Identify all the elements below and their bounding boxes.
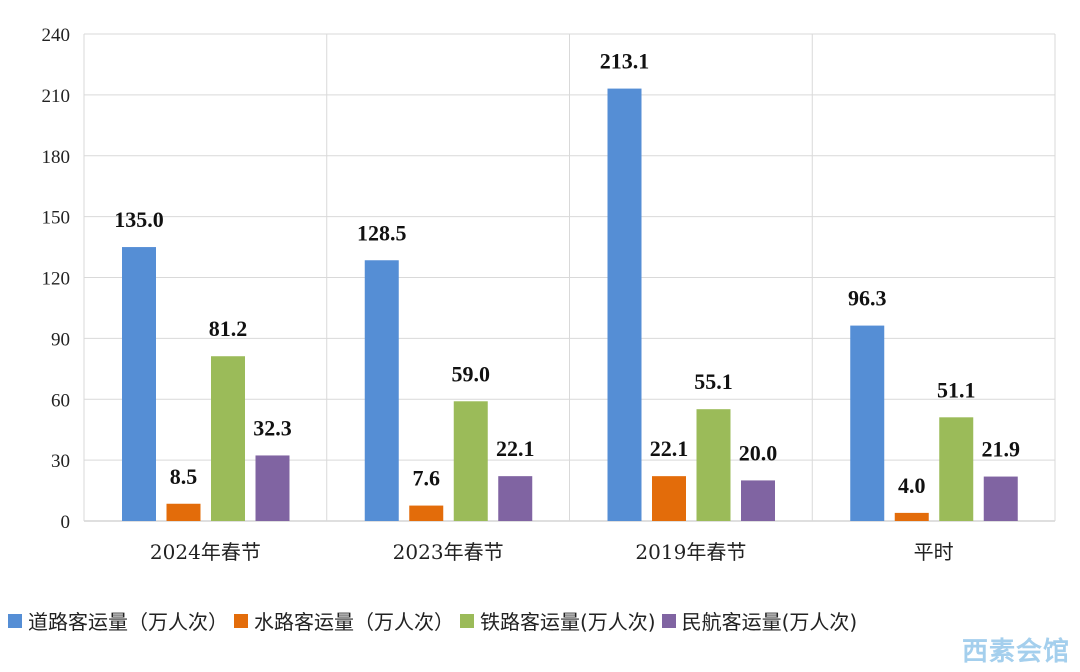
data-label: 96.3 bbox=[848, 286, 887, 311]
y-tick-label: 60 bbox=[51, 390, 70, 411]
legend-item: 道路客运量（万人次） bbox=[8, 606, 228, 635]
legend-swatch bbox=[460, 613, 474, 628]
bar bbox=[696, 409, 731, 521]
data-label: 8.5 bbox=[170, 464, 198, 489]
y-tick-label: 240 bbox=[42, 25, 71, 46]
y-tick-label: 30 bbox=[51, 451, 70, 472]
data-label: 7.6 bbox=[413, 466, 441, 491]
bar bbox=[939, 417, 974, 521]
watermark-logo: 西素会馆 bbox=[961, 637, 1070, 667]
data-label: 213.1 bbox=[600, 49, 650, 74]
data-label: 4.0 bbox=[898, 473, 926, 498]
bar bbox=[498, 476, 533, 521]
data-label: 55.1 bbox=[694, 369, 733, 394]
y-tick-label: 180 bbox=[42, 147, 71, 168]
category-label: 2024年春节 bbox=[150, 540, 261, 564]
bar bbox=[894, 512, 929, 521]
y-tick-label: 210 bbox=[42, 86, 71, 107]
bar bbox=[983, 476, 1018, 521]
legend-swatch bbox=[8, 613, 22, 628]
legend-swatch bbox=[234, 613, 248, 628]
y-tick-label: 150 bbox=[42, 208, 71, 229]
bar bbox=[453, 401, 488, 521]
bar bbox=[850, 325, 885, 521]
category-label: 平时 bbox=[914, 540, 954, 564]
legend-swatch bbox=[661, 613, 676, 628]
grid-lines bbox=[83, 33, 1056, 522]
bar bbox=[166, 503, 201, 521]
bar bbox=[211, 356, 245, 521]
category-label: 2019年春节 bbox=[635, 540, 746, 564]
data-label: 20.0 bbox=[739, 440, 778, 465]
bar bbox=[122, 247, 156, 521]
legend-item: 民航客运量(万人次) bbox=[661, 606, 858, 635]
x-axis-categories: 2024年春节 2023年春节 2019年春节 平时 bbox=[150, 540, 954, 564]
legend-label: 民航客运量(万人次) bbox=[681, 610, 858, 634]
data-label: 22.1 bbox=[650, 436, 689, 461]
legend-label: 道路客运量（万人次） bbox=[28, 610, 228, 634]
bars bbox=[122, 88, 1018, 521]
data-label: 22.1 bbox=[496, 436, 535, 461]
bar bbox=[652, 476, 686, 521]
data-label: 81.2 bbox=[209, 316, 248, 341]
legend-item: 铁路客运量(万人次) bbox=[460, 606, 656, 635]
bar bbox=[741, 480, 775, 521]
bar bbox=[607, 88, 642, 521]
data-label: 128.5 bbox=[357, 220, 407, 245]
bar bbox=[364, 260, 399, 521]
data-label: 21.9 bbox=[982, 437, 1021, 462]
bar bbox=[255, 455, 290, 521]
legend-item: 水路客运量（万人次） bbox=[234, 606, 454, 635]
legend-label: 铁路客运量(万人次) bbox=[480, 610, 656, 634]
y-tick-label: 120 bbox=[42, 269, 71, 290]
bar bbox=[409, 505, 444, 521]
y-axis-ticks: 0 30 60 90 120 150 180 210 240 bbox=[42, 25, 71, 533]
data-label: 59.0 bbox=[452, 361, 491, 386]
y-tick-label: 0 bbox=[61, 512, 71, 533]
data-label: 32.3 bbox=[253, 415, 292, 440]
category-label: 2023年春节 bbox=[393, 540, 504, 564]
y-tick-label: 90 bbox=[51, 329, 70, 350]
data-label: 51.1 bbox=[937, 377, 976, 402]
data-labels: 135.0 8.5 81.2 32.3 128.5 7.6 59.0 22.1 213.1 22.… bbox=[114, 49, 1020, 498]
legend-label: 水路客运量（万人次） bbox=[254, 610, 454, 634]
legend: 道路客运量（万人次） 水路客运量（万人次） 铁路客运量(万人次) 民航客运量(万人次) bbox=[8, 606, 863, 635]
data-label: 135.0 bbox=[114, 207, 164, 232]
